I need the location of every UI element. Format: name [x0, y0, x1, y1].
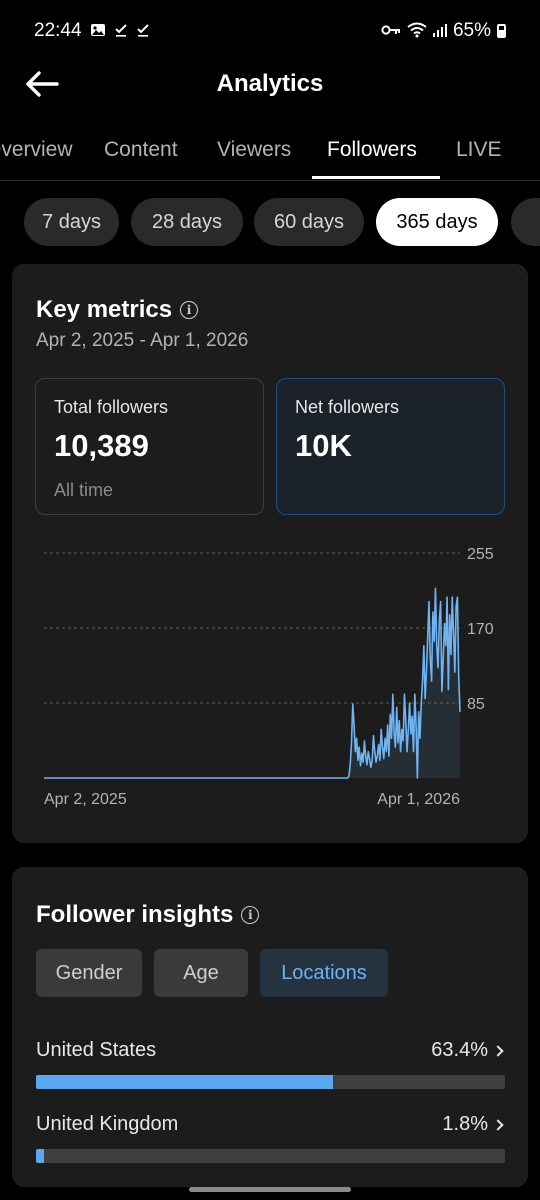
- net-followers-metric[interactable]: Net followers 10K: [276, 378, 505, 515]
- analytics-tabs: Overview Content Viewers Followers LIVE: [0, 120, 540, 181]
- x-tick-label: Apr 1, 2026: [377, 791, 460, 808]
- total-followers-label: Total followers: [54, 397, 169, 417]
- location-bar-track: [36, 1075, 505, 1089]
- location-percent-value: 1.8%: [442, 1113, 488, 1135]
- key-metrics-title-text: Key metrics: [36, 296, 173, 323]
- location-percent-value: 63.4%: [431, 1039, 488, 1061]
- series-area: [44, 588, 460, 778]
- total-followers-metric[interactable]: Total followers 10,389 All time: [35, 378, 264, 515]
- location-percent: 1.8%: [442, 1113, 505, 1136]
- info-icon[interactable]: i: [241, 906, 260, 924]
- tab-live[interactable]: LIVE: [456, 138, 502, 161]
- filter-locations[interactable]: Locations: [260, 949, 388, 997]
- date-range: Apr 2, 2025 - Apr 1, 2026: [36, 330, 249, 351]
- app-header: Analytics: [0, 62, 540, 106]
- y-tick-label: 170: [467, 621, 494, 638]
- filter-gender[interactable]: Gender: [36, 949, 142, 997]
- tab-viewers[interactable]: Viewers: [217, 138, 292, 161]
- chip-7-days[interactable]: 7 days: [24, 198, 119, 246]
- location-name: United Kingdom: [36, 1113, 179, 1135]
- chip-more[interactable]: [511, 198, 540, 246]
- location-name: United States: [36, 1039, 157, 1061]
- y-tick-label: 255: [467, 546, 494, 563]
- info-icon[interactable]: i: [180, 301, 199, 319]
- back-button[interactable]: [24, 66, 60, 102]
- status-time: 22:44: [34, 20, 82, 41]
- status-bar: 22:44 65%: [0, 0, 540, 62]
- image-icon: [90, 23, 106, 40]
- location-bar-fill: [36, 1075, 334, 1089]
- page-title: Analytics: [216, 70, 324, 97]
- signal-icon: [432, 23, 447, 40]
- net-followers-value: 10K: [295, 428, 352, 463]
- arrow-left-icon: [26, 71, 59, 97]
- key-icon: [381, 24, 401, 39]
- wifi-icon: [407, 22, 427, 41]
- key-metrics-card: Key metrics i Apr 2, 2025 - Apr 1, 2026 …: [12, 264, 528, 843]
- battery-percent: 65%: [452, 20, 491, 41]
- check-icon: [136, 23, 150, 40]
- date-range-chips: 7 days 28 days 60 days 365 days: [0, 198, 540, 248]
- location-row[interactable]: United Kingdom 1.8%: [36, 1113, 505, 1173]
- battery-icon: [497, 24, 506, 38]
- follower-insights-card: Follower insights i Gender Age Locations…: [12, 867, 528, 1187]
- location-bar-track: [36, 1149, 505, 1163]
- y-tick-label: 85: [467, 696, 485, 713]
- tab-content[interactable]: Content: [104, 138, 178, 161]
- total-followers-value: 10,389: [54, 428, 149, 463]
- series-line: [44, 587, 461, 779]
- home-indicator[interactable]: [189, 1187, 351, 1192]
- net-followers-label: Net followers: [295, 397, 400, 417]
- location-bar-fill: [36, 1149, 45, 1163]
- insights-title: Follower insights i: [36, 901, 260, 929]
- tab-overview[interactable]: Overview: [0, 138, 73, 161]
- tabs-fade: [500, 120, 540, 180]
- filter-age[interactable]: Age: [154, 949, 248, 997]
- active-tab-indicator: [312, 176, 440, 179]
- check-icon: [114, 23, 128, 40]
- insights-title-text: Follower insights: [36, 901, 234, 928]
- chevron-right-icon: [492, 1118, 504, 1131]
- chevron-right-icon: [492, 1044, 504, 1057]
- key-metrics-title: Key metrics i: [36, 296, 199, 324]
- tab-followers[interactable]: Followers: [327, 138, 417, 161]
- total-followers-sub: All time: [54, 480, 114, 500]
- location-row[interactable]: United States 63.4%: [36, 1039, 505, 1099]
- chip-365-days[interactable]: 365 days: [376, 198, 498, 246]
- chip-60-days[interactable]: 60 days: [254, 198, 364, 246]
- location-percent: 63.4%: [431, 1039, 505, 1062]
- chip-28-days[interactable]: 28 days: [131, 198, 243, 246]
- net-followers-chart: 85 170 255 Apr 2, 2025 Apr 1, 2026: [44, 546, 494, 808]
- x-tick-label: Apr 2, 2025: [44, 791, 127, 808]
